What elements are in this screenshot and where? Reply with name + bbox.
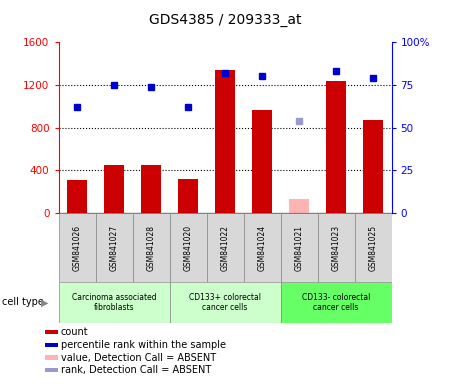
Text: rank, Detection Call = ABSENT: rank, Detection Call = ABSENT bbox=[61, 365, 211, 375]
Text: value, Detection Call = ABSENT: value, Detection Call = ABSENT bbox=[61, 353, 216, 362]
Text: GDS4385 / 209333_at: GDS4385 / 209333_at bbox=[149, 13, 301, 27]
Text: GSM841020: GSM841020 bbox=[184, 225, 193, 271]
Bar bbox=[363, 120, 383, 213]
Text: GSM841023: GSM841023 bbox=[332, 225, 341, 271]
Bar bbox=[67, 180, 87, 213]
Bar bbox=[95, 213, 132, 282]
Text: GSM841028: GSM841028 bbox=[147, 225, 156, 271]
Bar bbox=[289, 199, 309, 213]
Text: GSM841024: GSM841024 bbox=[257, 225, 266, 271]
Text: GSM841027: GSM841027 bbox=[109, 225, 118, 271]
Text: cell type: cell type bbox=[2, 297, 44, 308]
Bar bbox=[178, 179, 198, 213]
Text: GSM841022: GSM841022 bbox=[220, 225, 230, 271]
Text: percentile rank within the sample: percentile rank within the sample bbox=[61, 340, 226, 350]
Bar bbox=[280, 282, 392, 323]
Bar bbox=[170, 282, 280, 323]
Text: GSM841026: GSM841026 bbox=[72, 225, 81, 271]
Text: Carcinoma associated
fibroblasts: Carcinoma associated fibroblasts bbox=[72, 293, 156, 312]
Bar bbox=[104, 165, 124, 213]
Text: GSM841025: GSM841025 bbox=[369, 225, 378, 271]
Bar bbox=[170, 213, 207, 282]
Bar bbox=[280, 213, 318, 282]
Bar bbox=[326, 81, 346, 213]
Bar bbox=[243, 213, 280, 282]
Text: GSM841021: GSM841021 bbox=[294, 225, 303, 271]
Bar bbox=[207, 213, 243, 282]
Text: ▶: ▶ bbox=[41, 297, 49, 308]
Text: count: count bbox=[61, 327, 88, 337]
Bar bbox=[58, 282, 170, 323]
Bar bbox=[58, 213, 95, 282]
Bar bbox=[215, 70, 235, 213]
Text: CD133- colorectal
cancer cells: CD133- colorectal cancer cells bbox=[302, 293, 370, 312]
Bar bbox=[132, 213, 170, 282]
Bar bbox=[252, 109, 272, 213]
Text: CD133+ colorectal
cancer cells: CD133+ colorectal cancer cells bbox=[189, 293, 261, 312]
Bar bbox=[318, 213, 355, 282]
Bar bbox=[355, 213, 392, 282]
Bar bbox=[141, 165, 161, 213]
